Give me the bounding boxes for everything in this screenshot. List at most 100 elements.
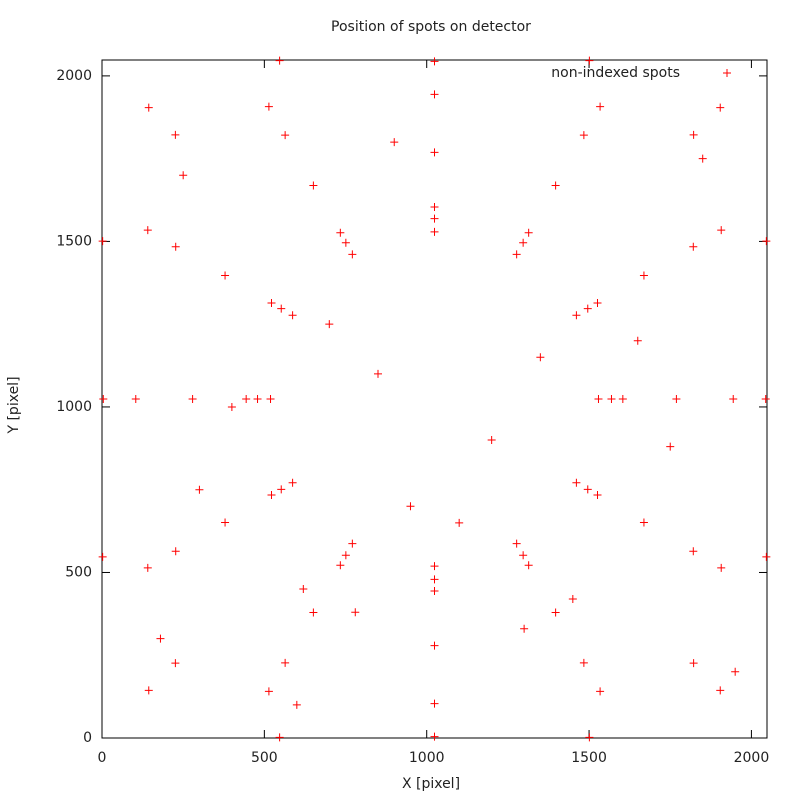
scatter-point: [639, 518, 648, 527]
scatter-point: [406, 502, 415, 511]
scatter-point: [430, 227, 439, 236]
scatter-point: [583, 485, 592, 494]
scatter-point: [281, 658, 290, 667]
scatter-point: [430, 90, 439, 99]
scatter-point: [762, 237, 771, 246]
scatter-point: [551, 608, 560, 617]
scatter-point: [430, 148, 439, 157]
scatter-point: [341, 238, 350, 247]
scatter-point: [221, 271, 230, 280]
scatter-point: [309, 608, 318, 617]
scatter-point: [430, 587, 439, 596]
scatter-point: [593, 298, 602, 307]
scatter-point: [430, 732, 439, 741]
scatter-point: [374, 369, 383, 378]
x-tick-label: 0: [98, 750, 107, 766]
scatter-point: [524, 228, 533, 237]
scatter-point: [568, 594, 577, 603]
scatter-point: [536, 353, 545, 362]
scatter-point: [267, 491, 276, 500]
x-tick-label: 1500: [571, 750, 607, 766]
scatter-point: [572, 311, 581, 320]
scatter-point: [144, 103, 153, 112]
scatter-point: [221, 518, 230, 527]
scatter-point: [171, 242, 180, 251]
scatter-point: [430, 57, 439, 66]
scatter-point: [156, 634, 165, 643]
scatter-point: [455, 518, 464, 527]
scatter-point: [551, 181, 560, 190]
scatter-point: [171, 547, 180, 556]
scatter-point: [729, 395, 738, 403]
scatter-point: [98, 237, 107, 246]
x-tick-label: 2000: [734, 750, 770, 766]
scatter-point: [98, 552, 107, 561]
scatter-point: [264, 102, 273, 111]
scatter-point: [277, 304, 286, 313]
scatter-point: [341, 551, 350, 560]
scatter-point: [99, 395, 108, 403]
scatter-point: [348, 250, 357, 259]
scatter-point: [579, 131, 588, 140]
scatter-point: [430, 562, 439, 571]
y-tick-label: 0: [83, 730, 92, 746]
scatter-point: [596, 102, 605, 111]
scatter-point: [288, 478, 297, 487]
scatter-point: [666, 442, 675, 451]
scatter-point: [227, 402, 236, 411]
scatter-point: [572, 478, 581, 487]
scatter-point: [618, 395, 627, 403]
scatter-point: [717, 563, 726, 572]
scatter-point: [689, 242, 698, 251]
scatter-point: [596, 687, 605, 696]
scatter-point: [242, 395, 251, 403]
scatter-point: [266, 395, 275, 403]
scatter-point: [672, 395, 681, 403]
scatter-point: [348, 539, 357, 548]
legend-label: non-indexed spots: [551, 65, 680, 81]
scatter-point: [585, 56, 594, 65]
scatter-point: [716, 103, 725, 112]
scatter-point: [267, 298, 276, 307]
scatter-point: [171, 130, 180, 139]
scatter-point: [716, 686, 725, 695]
scatter-point: [143, 563, 152, 572]
scatter-point: [131, 395, 140, 403]
y-tick-label: 2000: [56, 68, 92, 84]
scatter-point: [487, 436, 496, 445]
scatter-point: [717, 226, 726, 235]
scatter-point: [179, 171, 188, 180]
scatter-point: [336, 561, 345, 570]
y-tick-label: 1500: [56, 233, 92, 249]
x-tick-label: 500: [251, 750, 278, 766]
scatter-point: [524, 561, 533, 570]
scatter-point: [281, 131, 290, 140]
x-axis-label: X [pixel]: [402, 776, 460, 792]
scatter-point: [188, 395, 197, 403]
legend-marker: [723, 69, 731, 77]
scatter-point: [520, 624, 529, 633]
plot-frame: [101, 59, 768, 739]
scatter-point: [351, 608, 360, 617]
scatter-point: [762, 552, 771, 561]
scatter-point: [583, 304, 592, 313]
scatter-point: [430, 699, 439, 708]
scatter-point: [512, 539, 521, 548]
scatter-point: [585, 733, 594, 742]
scatter-point: [689, 659, 698, 668]
chart-title: Position of spots on detector: [331, 19, 531, 35]
scatter-point: [143, 226, 152, 235]
scatter-point: [512, 250, 521, 259]
scatter-point: [390, 138, 399, 147]
scatter-point: [430, 202, 439, 211]
scatter-point: [698, 154, 707, 163]
scatter-point: [195, 485, 204, 494]
scatter-point: [607, 395, 616, 403]
scatter-point: [288, 311, 297, 320]
x-tick-label: 1000: [409, 750, 445, 766]
scatter-point: [292, 700, 301, 709]
scatter-point: [171, 659, 180, 668]
y-tick-label: 500: [65, 564, 92, 580]
scatter-point: [336, 228, 345, 237]
